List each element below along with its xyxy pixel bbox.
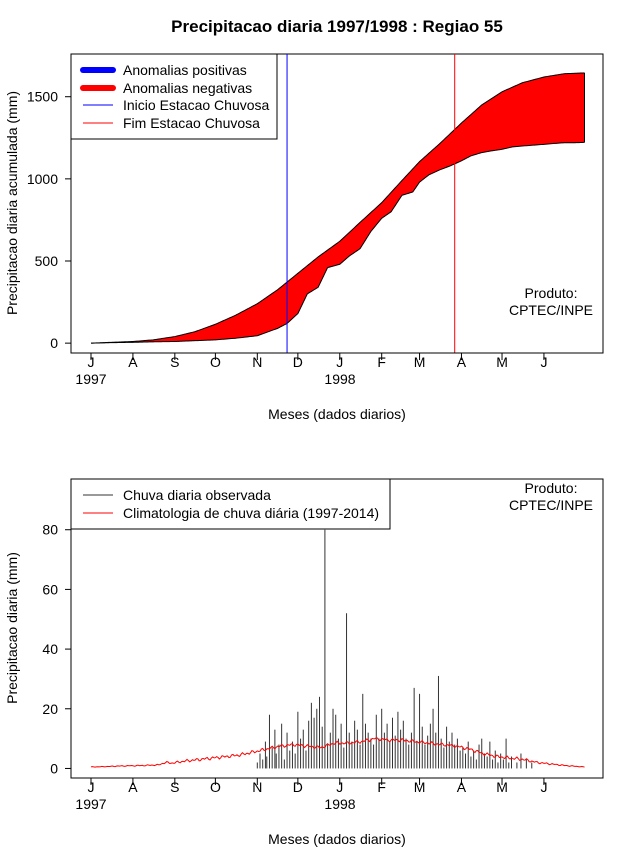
bottom-y-tick-label: 40 bbox=[42, 641, 58, 657]
bottom-x-tick-label: D bbox=[293, 779, 303, 795]
top-x-tick-label: J bbox=[88, 354, 95, 370]
top-x-tick-label: S bbox=[170, 354, 179, 370]
legend-label-positivas: Anomalias positivas bbox=[123, 62, 247, 78]
top-x-tick-label: O bbox=[210, 354, 221, 370]
top-x-tick-label: N bbox=[252, 354, 262, 370]
top-x-tick-label: J bbox=[540, 354, 547, 370]
bottom-x-axis-label: Meses (dados diarios) bbox=[268, 831, 406, 847]
bottom-x-tick-label: J bbox=[88, 779, 95, 795]
legend-label-inicio: Inicio Estacao Chuvosa bbox=[123, 97, 270, 113]
bottom-y-tick-label: 0 bbox=[50, 760, 58, 776]
bottom-year-label-1998: 1998 bbox=[324, 796, 355, 812]
bottom-x-tick-label: A bbox=[128, 779, 138, 795]
climatology-cumulative-line bbox=[90, 72, 585, 344]
observed-cumulative-line bbox=[90, 141, 585, 344]
legend-label-fim: Fim Estacao Chuvosa bbox=[123, 115, 260, 131]
bottom-legend: Chuva diaria observada Climatologia de c… bbox=[70, 478, 391, 530]
top-x-tick-label: A bbox=[128, 354, 138, 370]
top-x-tick-label: A bbox=[457, 354, 467, 370]
bottom-panel: 0 20 40 60 80 J A S O N D J F M A M J 1997 1998 Meses (… bbox=[4, 478, 604, 847]
bottom-annotation-produto: Produto: bbox=[525, 480, 578, 496]
bottom-x-tick-label: M bbox=[496, 779, 508, 795]
top-x-tick-label: M bbox=[496, 354, 508, 370]
top-x-axis-label: Meses (dados diarios) bbox=[268, 406, 406, 422]
bottom-legend-box bbox=[70, 478, 391, 530]
top-y-axis-label: Precipitacao diaria acumulada (mm) bbox=[4, 91, 20, 315]
bottom-x-tick-label: O bbox=[210, 779, 221, 795]
top-y-tick-label: 1500 bbox=[27, 89, 58, 105]
bottom-x-tick-label: N bbox=[252, 779, 262, 795]
top-x-tick-label: M bbox=[414, 354, 426, 370]
bottom-y-tick-label: 60 bbox=[42, 581, 58, 597]
legend-label-chuva-observada: Chuva diaria observada bbox=[123, 487, 271, 503]
legend-label-climatologia: Climatologia de chuva diária (1997-2014) bbox=[123, 505, 379, 521]
top-y-tick-label: 1000 bbox=[27, 171, 58, 187]
anomaly-negative-area bbox=[91, 72, 585, 344]
top-year-label-1998: 1998 bbox=[324, 371, 355, 387]
bottom-x-tick-label: A bbox=[457, 779, 467, 795]
top-x-tick-label: F bbox=[377, 354, 386, 370]
top-y-tick-label: 500 bbox=[35, 253, 59, 269]
top-legend: Anomalias positivas Anomalias negativas … bbox=[70, 53, 278, 140]
top-x-tick-label: D bbox=[293, 354, 303, 370]
bottom-x-tick-label: J bbox=[336, 779, 343, 795]
bottom-y-tick-label: 20 bbox=[42, 701, 58, 717]
bottom-annotation-cptec: CPTEC/INPE bbox=[509, 497, 593, 513]
bottom-y-tick-label: 80 bbox=[42, 522, 58, 538]
top-annotation-produto: Produto: bbox=[525, 285, 578, 301]
top-annotation-cptec: CPTEC/INPE bbox=[509, 302, 593, 318]
top-x-tick-label: J bbox=[336, 354, 343, 370]
bottom-x-tick-label: M bbox=[414, 779, 426, 795]
top-year-label-1997: 1997 bbox=[75, 371, 106, 387]
bottom-x-tick-label: J bbox=[540, 779, 547, 795]
climatology-daily-line bbox=[90, 737, 585, 768]
top-y-tick-label: 0 bbox=[50, 335, 58, 351]
bottom-y-axis-label: Precipitacao diaria (mm) bbox=[4, 552, 20, 704]
bottom-year-label-1997: 1997 bbox=[75, 796, 106, 812]
chart-title: Precipitacao diaria 1997/1998 : Regiao 5… bbox=[171, 17, 503, 36]
bottom-x-tick-label: F bbox=[377, 779, 386, 795]
bottom-x-tick-label: S bbox=[170, 779, 179, 795]
top-panel: 0 500 1000 1500 J A S O N D J F M A M J 1997 1998 Mese… bbox=[4, 53, 604, 422]
legend-label-negativas: Anomalias negativas bbox=[123, 80, 252, 96]
